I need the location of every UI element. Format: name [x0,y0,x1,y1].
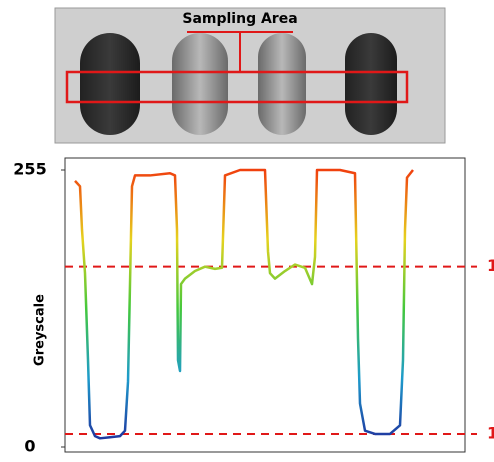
y-tick-label: 255 [13,160,46,179]
y-tick-label: 0 [24,437,35,456]
chart: Greyscale 0 255 166 12 [13,157,494,456]
sampling-box [65,70,409,104]
pill [172,33,228,135]
pill [345,33,397,135]
pill [258,33,306,135]
reference-label: 12 [487,423,494,442]
profile-line [74,168,414,440]
plot-frame [64,157,466,453]
pill [80,33,140,135]
annotation: Sampling Area [182,11,297,27]
reference-label: 166 [487,256,494,275]
annotation-bracket [187,31,293,72]
sample-photo: Sampling Area [54,7,446,144]
y-axis-label: Greyscale [33,294,48,366]
